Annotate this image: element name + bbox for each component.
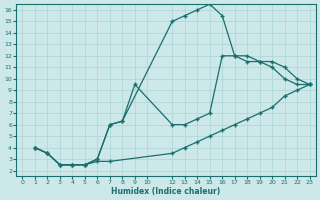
X-axis label: Humidex (Indice chaleur): Humidex (Indice chaleur) <box>111 187 221 196</box>
